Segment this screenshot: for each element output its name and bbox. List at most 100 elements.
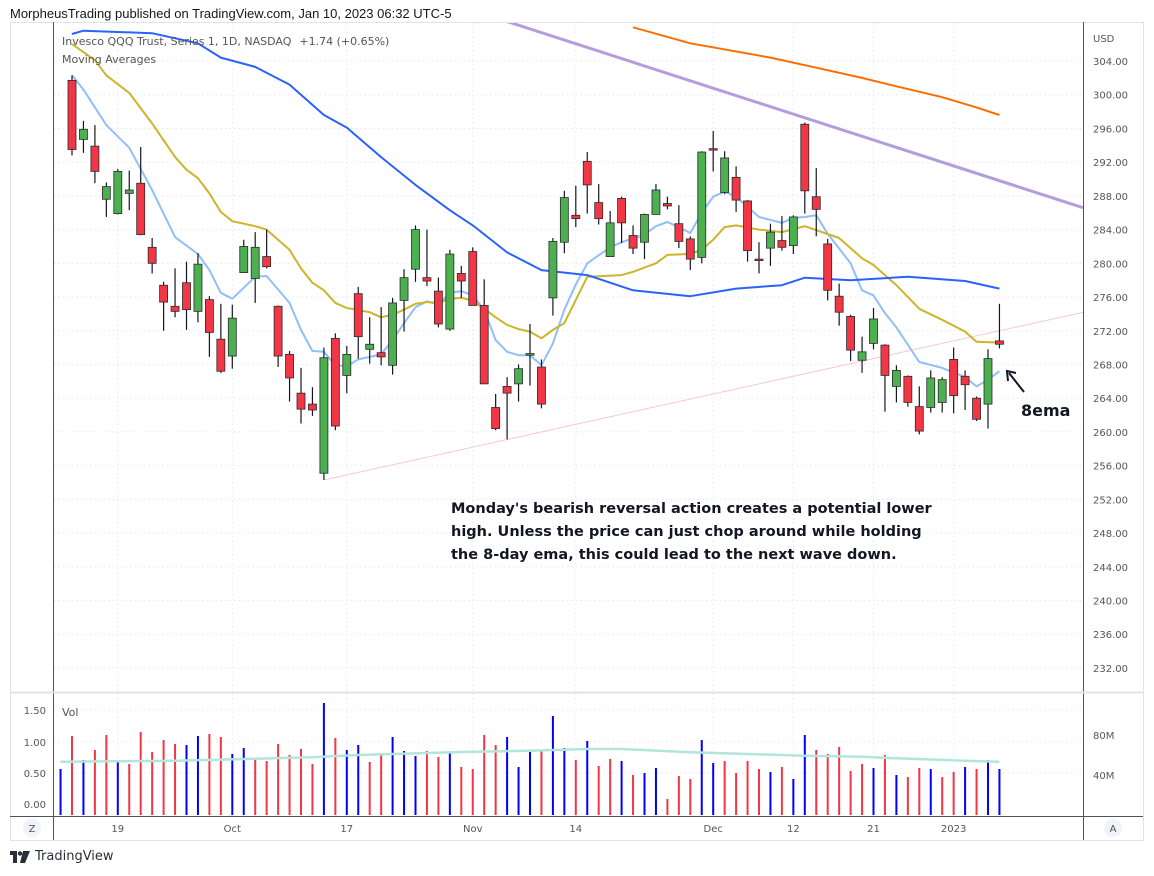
candle xyxy=(445,249,455,331)
volume-bar xyxy=(437,757,440,815)
volume-bar xyxy=(162,740,165,815)
candle xyxy=(227,304,237,369)
volume-bar xyxy=(345,750,348,815)
volume-bar xyxy=(334,738,337,815)
candle xyxy=(193,253,203,323)
candle xyxy=(399,269,409,332)
volume-bar xyxy=(769,772,772,815)
price-tick-label: 300.00 xyxy=(1093,91,1128,102)
candle-body xyxy=(960,375,970,386)
candle-body xyxy=(296,392,306,410)
candle-body xyxy=(113,171,123,214)
price-tick-label: 264.00 xyxy=(1093,394,1128,405)
zoom-button[interactable]: Z xyxy=(23,819,41,837)
volume-bar xyxy=(219,737,222,815)
candle xyxy=(743,200,752,262)
volume-bar xyxy=(758,769,760,815)
candle xyxy=(479,279,489,385)
trendline-upper[interactable] xyxy=(54,0,1083,210)
candle-body xyxy=(617,198,626,224)
volume-bar xyxy=(71,736,73,815)
candle-body xyxy=(731,176,741,201)
price-tick-label: 268.00 xyxy=(1093,360,1128,371)
candle xyxy=(594,184,604,225)
symbol-title: Invesco QQQ Trust, Series 1, 1D, NASDAQ xyxy=(62,35,292,48)
candles xyxy=(67,75,1004,480)
volume-bar xyxy=(174,744,177,815)
annotation-line-1: Monday's bearish reversal action creates… xyxy=(451,501,933,517)
volume-right-tick-label: 40M xyxy=(1093,771,1114,782)
candle xyxy=(422,229,432,287)
auto-scale-button[interactable]: A xyxy=(1104,819,1122,837)
volume-left-tick-label: 1.00 xyxy=(24,738,46,749)
volume-bar xyxy=(666,799,669,815)
candle xyxy=(766,223,775,266)
candle-body xyxy=(525,353,535,356)
candle-body xyxy=(159,284,169,303)
candle-body xyxy=(376,352,386,358)
trendlines[interactable] xyxy=(54,0,1083,481)
candle-body xyxy=(823,243,833,291)
candle xyxy=(262,229,272,269)
candle-body xyxy=(411,229,420,270)
candle-body xyxy=(273,305,283,357)
candle xyxy=(239,239,249,273)
candle xyxy=(147,238,157,274)
price-tick-label: 240.00 xyxy=(1093,597,1128,608)
candle xyxy=(937,377,947,413)
volume-bar xyxy=(895,775,898,815)
volume-bar xyxy=(632,775,635,815)
time-tick-label: 12 xyxy=(787,824,800,835)
candle-body xyxy=(846,316,855,351)
volume-bar xyxy=(975,769,978,815)
candle-body xyxy=(708,148,718,151)
time-tick-label: Dec xyxy=(704,824,723,835)
candle xyxy=(571,185,581,228)
candle-body xyxy=(972,397,981,420)
volume-bar xyxy=(918,768,921,815)
candle-body xyxy=(204,299,214,333)
price-tick-label: 256.00 xyxy=(1093,462,1128,473)
candle-body xyxy=(800,123,810,192)
volume-bar xyxy=(735,773,738,815)
candle-body xyxy=(136,182,146,236)
time-tick-label: Nov xyxy=(463,824,483,835)
candle-body xyxy=(685,238,695,260)
tradingview-logo[interactable]: TradingView xyxy=(10,849,114,864)
symbol-legend: Invesco QQQ Trust, Series 1, 1D, NASDAQ +… xyxy=(62,35,389,48)
candle xyxy=(159,281,169,331)
candle xyxy=(411,225,420,282)
volume-bar xyxy=(746,761,749,815)
volume-legend: Vol xyxy=(62,706,78,719)
candle-body xyxy=(433,290,443,325)
candle-body xyxy=(983,358,993,405)
price-axis[interactable]: USD 304.00 300.00 296.00 292.00 288.00 284.00… xyxy=(1093,34,1128,675)
candle-body xyxy=(537,366,546,405)
volume-bar xyxy=(357,745,360,815)
candle-body xyxy=(628,235,638,249)
volume-bar xyxy=(425,751,428,815)
candle xyxy=(617,196,626,244)
candle-body xyxy=(857,351,867,361)
candle xyxy=(468,247,478,306)
candle-body xyxy=(250,246,260,279)
volume-bar xyxy=(540,750,543,815)
candle xyxy=(170,268,180,318)
volume-bar xyxy=(460,767,463,815)
candle-body xyxy=(124,189,134,194)
time-axis[interactable]: 19 Oct 17 Nov 14 Dec 12 21 2023 xyxy=(111,824,966,835)
candle xyxy=(914,386,924,435)
candle xyxy=(720,151,730,195)
candle-body xyxy=(811,196,821,210)
arrow-label: 8ema xyxy=(1021,401,1070,420)
candle-body xyxy=(353,293,363,338)
candle xyxy=(800,122,810,214)
price-tick-label: 284.00 xyxy=(1093,226,1128,237)
tradingview-logo-icon xyxy=(10,850,30,863)
candle xyxy=(972,396,981,421)
volume-bar xyxy=(196,736,199,815)
candle xyxy=(892,365,901,403)
trendline-lower[interactable] xyxy=(323,311,1083,481)
candle-body xyxy=(640,214,649,243)
